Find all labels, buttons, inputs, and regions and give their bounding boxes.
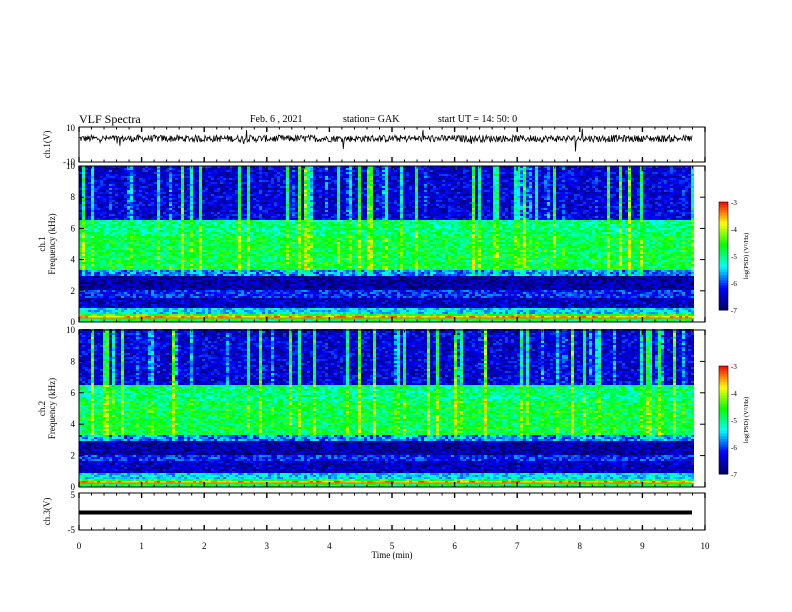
x-axis-label: Time (min) bbox=[372, 550, 413, 560]
spec1-ytick-label: 6 bbox=[71, 223, 76, 233]
spec2-colorbar-tick: -3 bbox=[731, 363, 737, 371]
spec2-ytick-label: 6 bbox=[71, 388, 76, 398]
spec2-ytick-label: 4 bbox=[71, 419, 76, 429]
ch1-frame bbox=[79, 127, 705, 162]
x-tick-label: 4 bbox=[327, 541, 332, 551]
spec1-colorbar-tick: -7 bbox=[731, 307, 737, 315]
ch1-voltage-line bbox=[79, 129, 692, 152]
ch3-ytick-label: -5 bbox=[68, 525, 76, 535]
spec2-ytick-label: 10 bbox=[66, 325, 76, 335]
x-tick-label: 10 bbox=[701, 541, 711, 551]
ch1-ylabel: ch.1(V) bbox=[42, 131, 52, 159]
spec1-colorbar-tick: -4 bbox=[731, 226, 737, 234]
x-tick-label: 9 bbox=[640, 541, 645, 551]
spec1-ytick-label: 4 bbox=[71, 255, 76, 265]
ch1-ytick-label: 10 bbox=[66, 123, 76, 133]
x-tick-label: 7 bbox=[515, 541, 520, 551]
x-tick-label: 0 bbox=[77, 541, 82, 551]
spec1-ylabel-channel: ch.1 bbox=[37, 236, 47, 251]
x-tick-label: 3 bbox=[265, 541, 270, 551]
spec2-colorbar-tick: -7 bbox=[731, 471, 737, 479]
spec2-ytick-label: 2 bbox=[71, 451, 76, 461]
x-tick-label: 1 bbox=[139, 541, 144, 551]
spec2-ylabel-channel: ch.2 bbox=[37, 401, 47, 416]
spec1-colorbar-tick: -6 bbox=[731, 280, 737, 288]
spec1-heatmap bbox=[79, 166, 694, 322]
x-tick-label: 2 bbox=[202, 541, 207, 551]
spec1-ylabel-frequency: Frequency (kHz) bbox=[47, 213, 57, 274]
spec2-ytick-label: 8 bbox=[71, 356, 76, 366]
spec1-ytick-label: 10 bbox=[66, 161, 76, 171]
spec1-ytick-label: 8 bbox=[71, 192, 76, 202]
ch3-ytick-label: 5 bbox=[71, 490, 76, 500]
spec2-ylabel-frequency: Frequency (kHz) bbox=[47, 378, 57, 439]
spec2-heatmap bbox=[79, 329, 694, 487]
spec2-colorbar-tick: -5 bbox=[731, 417, 737, 425]
spec1-colorbar-label: log(PSD) (V²/Hz) bbox=[743, 233, 750, 280]
spec1-ytick-label: 2 bbox=[71, 286, 76, 296]
ch3-ylabel: ch.3(V) bbox=[42, 498, 52, 526]
spec2-colorbar-label: log(PSD) (V²/Hz) bbox=[743, 397, 750, 444]
spec1-colorbar-tick: -3 bbox=[731, 199, 737, 207]
spec2-colorbar-tick: -4 bbox=[731, 390, 737, 398]
spec2-colorbar-tick: -6 bbox=[731, 444, 737, 452]
x-tick-label: 8 bbox=[578, 541, 583, 551]
spec1-colorbar-tick: -5 bbox=[731, 253, 737, 261]
x-tick-label: 6 bbox=[452, 541, 457, 551]
